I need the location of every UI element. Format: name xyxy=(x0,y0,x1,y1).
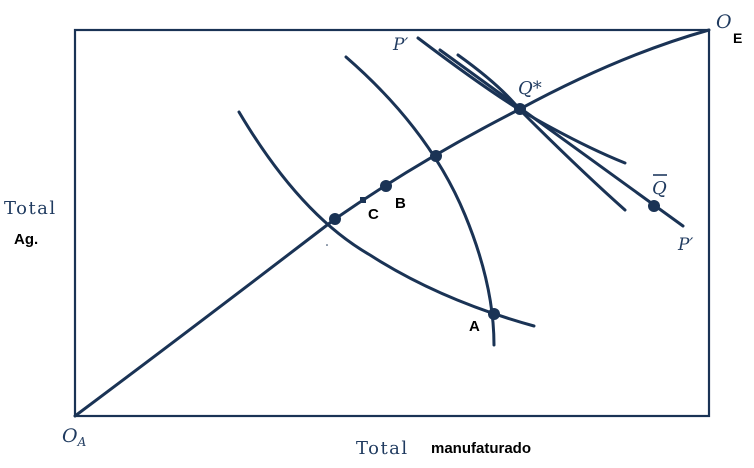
contract-curve xyxy=(73,28,711,418)
indifference-curve-left xyxy=(237,110,536,328)
price-line-label-top: P′ xyxy=(392,35,408,55)
point-c-label: C xyxy=(368,206,379,223)
indifference-curve-right xyxy=(344,55,496,347)
x-axis-label-manufaturado: manufaturado xyxy=(431,440,531,457)
price-line xyxy=(438,48,685,228)
point-q-bar-dot xyxy=(648,200,660,212)
y-axis-label-ag: Ag. xyxy=(14,231,38,248)
origin-e-subscript: E xyxy=(733,30,742,46)
point-b-label: B xyxy=(395,195,406,212)
origin-e-letter: O xyxy=(716,11,732,33)
point-q-star-dot xyxy=(514,103,526,115)
q-bar-label: Q xyxy=(652,178,667,199)
point-lower-dot xyxy=(329,213,341,225)
point-upper-dot xyxy=(430,150,442,162)
edgeworth-box-frame xyxy=(73,28,711,418)
x-axis-label-total: Total xyxy=(356,438,409,459)
q-star-label: Q* xyxy=(518,78,542,99)
point-a-label: A xyxy=(469,318,480,335)
stray-mark xyxy=(326,244,328,246)
y-axis-label-total: Total xyxy=(4,198,57,219)
point-b-dot xyxy=(380,180,392,192)
origin-a-label: OA xyxy=(62,425,87,449)
point-a-dot xyxy=(488,308,500,320)
price-line-label-bottom: P′ xyxy=(677,235,693,255)
point-c-marker xyxy=(360,197,366,203)
indifference-curve-q-star-b xyxy=(456,53,627,212)
